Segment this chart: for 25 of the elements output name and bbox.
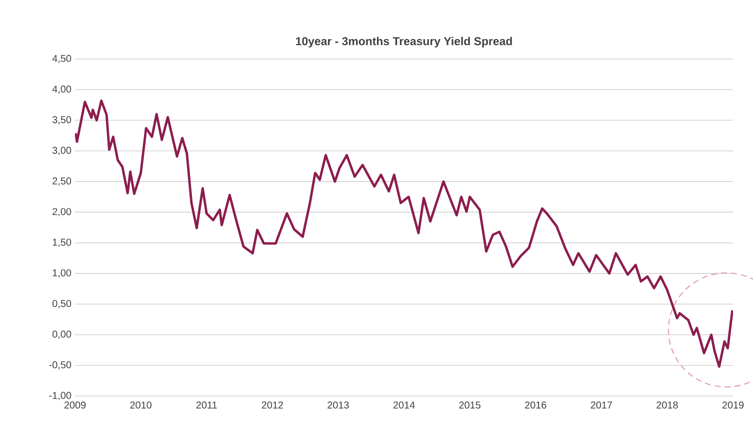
y-tick-label: 2,00 (52, 208, 72, 216)
y-tick-label: 1,50 (52, 238, 72, 247)
x-tick-label: 2014 (393, 402, 415, 409)
x-tick-label: 2015 (459, 402, 480, 409)
x-tick-label: 2016 (525, 402, 546, 409)
y-tick-label: 2,50 (52, 177, 72, 186)
x-tick-label: 2011 (196, 402, 217, 409)
x-tick-label: 2010 (130, 402, 152, 409)
line-series (75, 99, 734, 368)
x-tick-label: 2018 (656, 402, 678, 409)
x-tick-label: 2013 (328, 402, 349, 409)
y-tick-label: 4,00 (52, 86, 72, 94)
y-tick-label: -1,00 (49, 392, 72, 400)
y-tick-label: 3,00 (52, 146, 72, 156)
y-tick-label: 0,00 (52, 330, 72, 339)
x-tick-label: 2019 (722, 402, 744, 409)
y-tick-label: 4,50 (52, 54, 72, 64)
x-tick-label: 2017 (590, 402, 612, 409)
y-tick-label: -0,50 (49, 361, 72, 370)
y-tick-label: 1,00 (52, 269, 72, 278)
y-tick-label: 3,50 (52, 116, 72, 124)
chart-title: 10year - 3months Treasury Yield Spread (296, 36, 512, 48)
x-tick-label: 2009 (64, 402, 86, 409)
y-tick-label: 0,50 (52, 300, 72, 308)
x-tick-label: 2012 (262, 402, 283, 409)
